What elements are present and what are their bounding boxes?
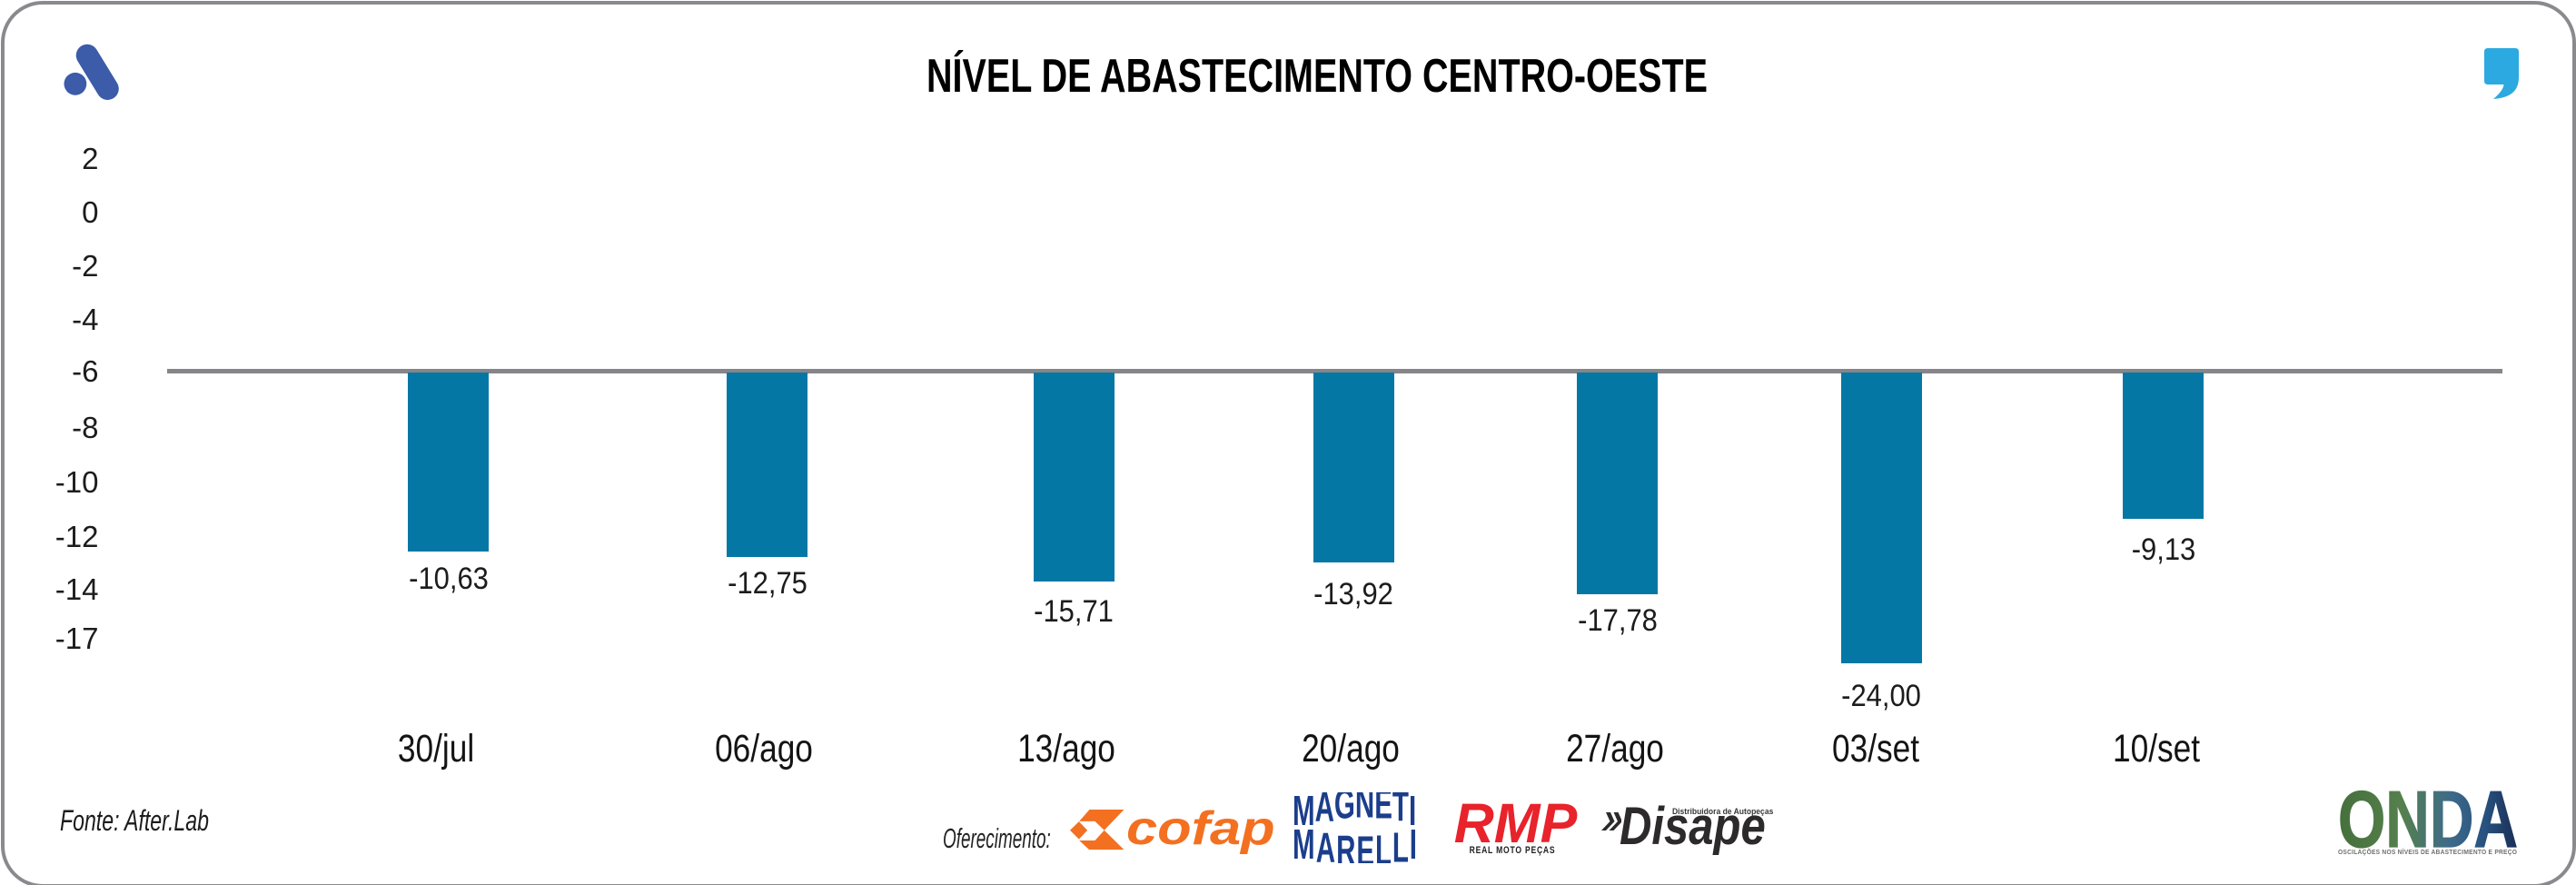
svg-text:MAGNETI: MAGNETI xyxy=(1293,792,1416,835)
svg-text:ONDA: ONDA xyxy=(2338,781,2518,863)
svg-text:MARELLI: MARELLI xyxy=(1293,822,1417,863)
